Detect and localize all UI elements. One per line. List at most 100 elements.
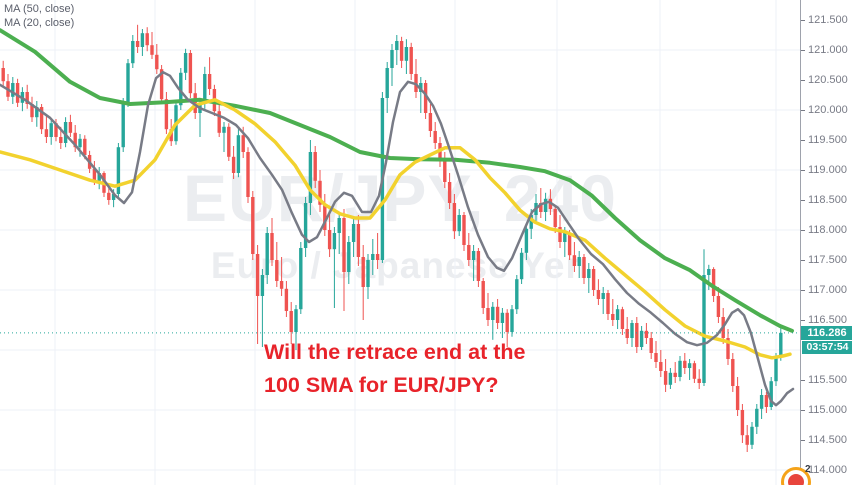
candle-body bbox=[399, 41, 404, 61]
candle-body bbox=[246, 152, 250, 197]
candle-body bbox=[745, 435, 749, 445]
candle-body bbox=[236, 135, 241, 173]
candle-body bbox=[356, 224, 361, 257]
candle-body bbox=[155, 54, 159, 70]
candle-body bbox=[15, 83, 20, 103]
axis-tick bbox=[801, 20, 805, 21]
candle-body bbox=[764, 395, 769, 407]
candle-body bbox=[644, 330, 649, 338]
candle-body bbox=[265, 233, 269, 275]
candle-body bbox=[371, 254, 375, 260]
candle-body bbox=[227, 126, 231, 157]
candle-body bbox=[1, 68, 5, 82]
candle-body bbox=[222, 126, 226, 133]
candle-body bbox=[150, 45, 154, 55]
price-axis[interactable]: 116.286 03:57:54 121.500 121.000 120.500 12… bbox=[800, 0, 852, 485]
candle-body bbox=[289, 311, 293, 332]
candle-body bbox=[337, 218, 341, 233]
axis-tick bbox=[801, 320, 805, 321]
candle-body bbox=[116, 147, 121, 194]
candle-body bbox=[299, 248, 303, 310]
candle-body bbox=[505, 312, 509, 332]
candle-body bbox=[486, 308, 490, 320]
candle-body bbox=[433, 131, 437, 143]
candle-body bbox=[39, 107, 44, 130]
candle-body bbox=[44, 129, 49, 137]
ma-line bbox=[0, 98, 792, 360]
candle-body bbox=[750, 426, 754, 445]
candle-body bbox=[164, 99, 169, 130]
candle-body bbox=[654, 353, 658, 362]
axis-tick bbox=[801, 170, 805, 171]
annotation-line2: 100 SMA for EUR/JPY? bbox=[264, 373, 499, 397]
candle-body bbox=[49, 123, 53, 137]
candle-body bbox=[183, 53, 188, 73]
candle-body bbox=[702, 275, 706, 383]
candle-body bbox=[625, 329, 629, 338]
candle-body bbox=[375, 254, 380, 260]
candle-body bbox=[59, 137, 63, 143]
axis-tick bbox=[801, 380, 805, 381]
candle-body bbox=[342, 218, 346, 272]
candle-body bbox=[203, 74, 207, 104]
candle-body bbox=[462, 215, 466, 245]
axis-tick bbox=[801, 260, 805, 261]
candle-body bbox=[361, 257, 365, 287]
axis-tick bbox=[801, 110, 805, 111]
candle-body bbox=[121, 102, 125, 148]
axis-label: 120.000 bbox=[808, 104, 848, 116]
candle-body bbox=[83, 138, 87, 155]
candle-body bbox=[476, 251, 481, 281]
axis-label: 114.000 bbox=[808, 464, 847, 476]
candle-body bbox=[231, 156, 236, 173]
candle-body bbox=[351, 224, 356, 242]
candle-body bbox=[323, 204, 327, 230]
candle-body bbox=[697, 378, 701, 383]
candle-body bbox=[318, 180, 322, 205]
candle-body bbox=[107, 192, 111, 200]
candle-body bbox=[471, 251, 476, 260]
current-price-label: 116.286 bbox=[801, 326, 852, 340]
candle-body bbox=[447, 182, 452, 203]
candle-body bbox=[423, 83, 428, 113]
axis-label: 116.500 bbox=[808, 314, 847, 326]
chart-canvas[interactable] bbox=[0, 0, 800, 485]
axis-label: 117.000 bbox=[808, 284, 847, 296]
annotation-text: Will the retrace end at the 100 SMA for … bbox=[264, 336, 525, 402]
candle-body bbox=[726, 338, 730, 359]
candle-body bbox=[126, 63, 130, 103]
candle-body bbox=[145, 33, 149, 46]
candle-body bbox=[25, 92, 29, 104]
candle-body bbox=[30, 104, 34, 118]
axis-tick bbox=[801, 140, 805, 141]
candle-body bbox=[692, 363, 697, 379]
legend-ma50[interactable]: MA (50, close) bbox=[4, 3, 75, 15]
legend-ma20[interactable]: MA (20, close) bbox=[4, 17, 75, 29]
candle-body bbox=[404, 47, 409, 61]
candle-body bbox=[563, 233, 567, 242]
candle-body bbox=[683, 360, 687, 368]
axis-label: 120.500 bbox=[808, 74, 848, 86]
axis-tick bbox=[801, 290, 805, 291]
candle-body bbox=[409, 47, 413, 74]
candle-body bbox=[687, 363, 692, 368]
ma-line bbox=[0, 70, 795, 407]
candle-body bbox=[260, 275, 265, 296]
annotation-line1: Will the retrace end at the bbox=[264, 340, 526, 364]
axis-label: 117.500 bbox=[808, 254, 847, 266]
candle-body bbox=[68, 122, 73, 133]
candle-body bbox=[601, 293, 605, 299]
candle-body bbox=[251, 197, 255, 254]
candle-body bbox=[587, 269, 591, 278]
axis-label: 119.500 bbox=[808, 134, 847, 146]
candle-body bbox=[630, 323, 634, 338]
candle-body bbox=[553, 209, 557, 227]
candle-body bbox=[275, 260, 279, 281]
candle-body bbox=[241, 135, 245, 152]
notification-bubble[interactable]: 2 bbox=[781, 464, 811, 485]
candle-body bbox=[663, 371, 668, 385]
candle-body bbox=[452, 203, 457, 232]
candle-body bbox=[35, 107, 39, 118]
candle-body bbox=[779, 332, 783, 358]
axis-tick bbox=[801, 410, 805, 411]
